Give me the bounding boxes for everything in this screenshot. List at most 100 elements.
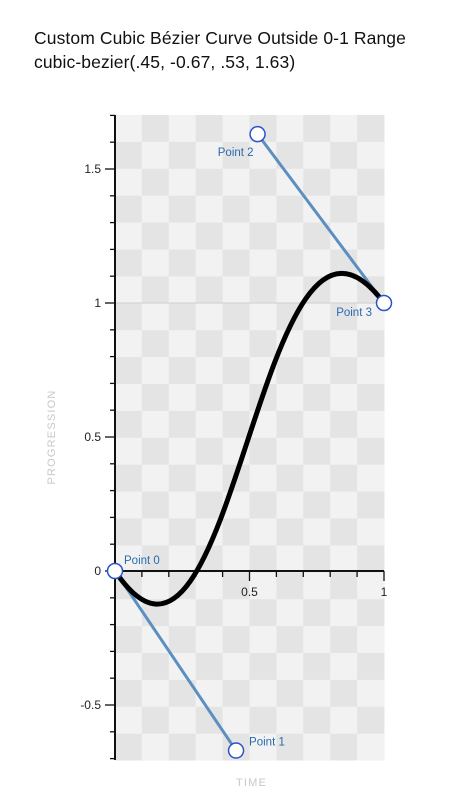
grid-cell xyxy=(303,599,331,627)
grid-cell xyxy=(276,195,304,224)
grid-cell xyxy=(222,653,250,681)
grid-cell xyxy=(357,195,385,224)
grid-cell xyxy=(330,491,358,519)
grid-cell xyxy=(276,437,304,466)
grid-cell xyxy=(303,626,331,654)
point-label-1: Point 1 xyxy=(249,737,285,749)
grid-cell xyxy=(249,330,277,358)
grid-cell xyxy=(195,357,224,385)
grid-cell xyxy=(357,679,385,708)
grid-cell xyxy=(168,545,197,573)
grid-cell xyxy=(249,599,277,627)
chart-subtitle: cubic-bezier(.45, -0.67, .53, 1.63) xyxy=(34,51,296,72)
grid-cell xyxy=(303,168,331,197)
grid-cell xyxy=(249,491,277,519)
grid-cell xyxy=(357,464,385,493)
grid-cell xyxy=(168,276,197,304)
grid-cell xyxy=(357,491,385,519)
grid-cell xyxy=(168,733,197,761)
grid-cell xyxy=(115,168,143,197)
checker-grid xyxy=(115,115,385,761)
control-point-2[interactable] xyxy=(249,125,266,143)
x-tick-label: 1 xyxy=(381,585,388,599)
grid-cell xyxy=(303,384,331,412)
grid-cell xyxy=(249,733,277,761)
grid-cell xyxy=(330,410,358,439)
x-tick-label: 0.5 xyxy=(241,585,258,599)
grid-cell xyxy=(222,303,250,331)
grid-cell xyxy=(276,679,304,708)
grid-cell xyxy=(330,141,358,170)
grid-cell xyxy=(357,437,385,466)
grid-cell xyxy=(357,626,385,654)
grid-cell xyxy=(330,276,358,304)
control-point-1[interactable] xyxy=(227,742,245,759)
grid-cell xyxy=(357,357,385,385)
grid-cell xyxy=(330,626,358,654)
grid-cell xyxy=(303,545,331,573)
x-axis-title: TIME xyxy=(236,777,267,789)
grid-cell xyxy=(249,626,277,654)
y-tick-label: 0.5 xyxy=(84,430,101,444)
grid-cell xyxy=(330,195,358,224)
grid-cell xyxy=(168,303,197,331)
grid-cell xyxy=(222,384,250,412)
grid-cell xyxy=(276,706,304,735)
grid-cell xyxy=(303,410,331,439)
control-point-0[interactable] xyxy=(106,562,124,580)
y-axis-title: PROGRESSION xyxy=(46,389,58,484)
grid-cell xyxy=(303,706,331,735)
grid-cell xyxy=(168,437,197,466)
grid-cell xyxy=(249,303,277,331)
grid-cell xyxy=(330,518,358,546)
grid-cell xyxy=(195,626,224,654)
y-tick-label: 1.5 xyxy=(84,162,101,176)
grid-cell xyxy=(222,168,250,197)
grid-cell xyxy=(330,653,358,681)
grid-cell xyxy=(222,249,250,277)
grid-cell xyxy=(195,141,224,170)
grid-cell xyxy=(330,572,358,600)
grid-cell xyxy=(249,518,277,546)
grid-cell xyxy=(168,384,197,412)
grid-cell xyxy=(222,626,250,654)
point-label-3: Point 3 xyxy=(336,307,372,319)
grid-cell xyxy=(303,437,331,466)
grid-cell xyxy=(276,357,304,385)
grid-cell xyxy=(330,599,358,627)
grid-cell xyxy=(222,518,250,546)
grid-cell xyxy=(195,222,224,250)
grid-cell xyxy=(303,733,331,761)
grid-cell xyxy=(141,303,170,331)
grid-cell xyxy=(115,115,143,143)
grid-cell xyxy=(195,195,224,224)
control-point-3[interactable] xyxy=(375,294,393,312)
grid-cell xyxy=(222,330,250,358)
grid-cell xyxy=(195,464,224,493)
grid-cell xyxy=(115,141,143,170)
title-block: Custom Cubic Bézier Curve Outside 0-1 Ra… xyxy=(34,27,406,74)
grid-cell xyxy=(141,437,170,466)
point-label-0: Point 0 xyxy=(124,555,160,567)
grid-cell xyxy=(276,545,304,573)
grid-cell xyxy=(303,141,331,170)
grid-cell xyxy=(222,679,250,708)
grid-cell xyxy=(115,733,143,761)
grid-cell xyxy=(357,706,385,735)
grid-cell xyxy=(357,330,385,358)
grid-cell xyxy=(249,464,277,493)
grid-cell xyxy=(276,626,304,654)
grid-cell xyxy=(168,599,197,627)
grid-cell xyxy=(115,464,143,493)
grid-cell xyxy=(357,733,385,761)
grid-cell xyxy=(222,276,250,304)
grid-cell xyxy=(330,706,358,735)
grid-cell xyxy=(115,410,143,439)
grid-cell xyxy=(168,518,197,546)
grid-cell xyxy=(168,115,197,143)
grid-cell xyxy=(249,437,277,466)
grid-cell xyxy=(330,303,358,331)
grid-cell xyxy=(115,384,143,412)
y-tick-label: 0 xyxy=(94,564,101,578)
grid-cell xyxy=(249,653,277,681)
